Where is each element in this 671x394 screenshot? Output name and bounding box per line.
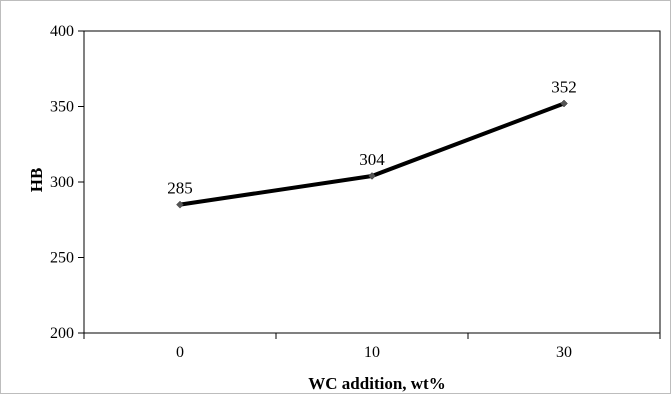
axes: 200 250 300 350 400 0 10 30: [50, 23, 661, 361]
x-tick-label: 30: [556, 344, 572, 361]
y-tick-label: 300: [50, 174, 74, 191]
series-group: [176, 99, 568, 209]
x-tick-label: 0: [176, 344, 184, 361]
data-label: 352: [551, 77, 577, 96]
y-tick-label: 250: [50, 250, 74, 267]
data-label: 285: [167, 179, 193, 198]
y-tick-label: 200: [50, 325, 74, 342]
y-axis-title: HB: [27, 168, 46, 193]
y-tick-label: 400: [50, 23, 74, 40]
x-axis-title: WC addition, wt%: [308, 374, 445, 393]
data-point: [176, 200, 184, 209]
x-tick-label: 10: [364, 344, 380, 361]
data-label: 304: [359, 150, 385, 169]
data-point: [560, 99, 568, 108]
data-point: [368, 172, 376, 180]
y-tick-label: 350: [50, 99, 74, 116]
labels-group: 285 304 352: [167, 77, 577, 197]
